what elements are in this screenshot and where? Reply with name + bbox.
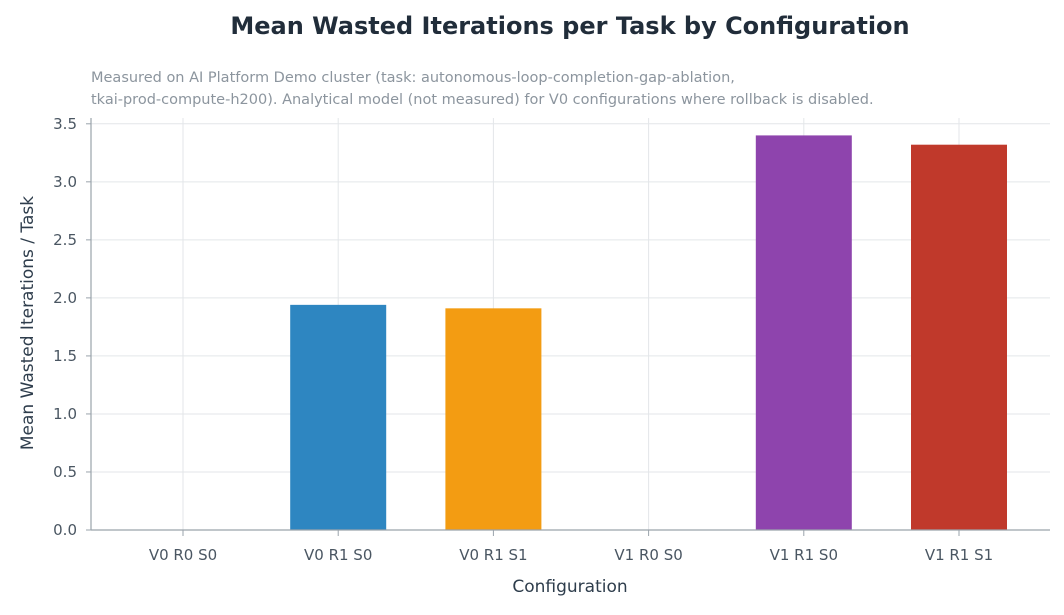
x-tick-label: V0 R1 S0 — [304, 546, 372, 564]
x-tick-label: V0 R1 S1 — [459, 546, 527, 564]
bars — [290, 135, 1007, 530]
bar-v1-r1-s1 — [911, 144, 1007, 530]
subtitle-line-2: tkai-prod-compute-h200). Analytical mode… — [91, 92, 874, 108]
y-tick-label: 1.5 — [53, 347, 77, 365]
y-tick-labels: 0.0 0.5 1.0 1.5 2.0 2.5 3.0 3.5 — [53, 115, 77, 539]
chart-title: Mean Wasted Iterations per Task by Confi… — [230, 12, 910, 40]
x-tick-label: V0 R0 S0 — [149, 546, 217, 564]
x-tick-label: V1 R1 S1 — [925, 546, 993, 564]
y-tick-label: 0.0 — [53, 521, 77, 539]
bar-v0-r1-s0 — [290, 304, 387, 530]
subtitle-line-1: Measured on AI Platform Demo cluster (ta… — [91, 70, 735, 86]
y-tick-label: 3.5 — [53, 115, 77, 133]
y-tick-label: 3.0 — [53, 173, 77, 191]
bar-v0-r1-s1 — [445, 308, 542, 530]
y-tick-label: 1.0 — [53, 405, 77, 423]
y-tick-label: 2.5 — [53, 231, 77, 249]
x-tick-labels: V0 R0 S0 V0 R1 S0 V0 R1 S1 V1 R0 S0 V1 R1 S0… — [149, 546, 993, 564]
chart-subtitle: Measured on AI Platform Demo cluster (ta… — [91, 67, 874, 111]
x-tick-label: V1 R1 S0 — [770, 546, 838, 564]
x-tick-label: V1 R0 S0 — [614, 546, 682, 564]
grid-lines — [91, 118, 1050, 531]
y-tick-label: 2.0 — [53, 289, 77, 307]
y-tick-label: 0.5 — [53, 463, 77, 481]
axes — [86, 118, 1050, 536]
x-axis-label: Configuration — [512, 577, 627, 597]
y-axis-label: Mean Wasted Iterations / Task — [18, 196, 38, 450]
bar-v1-r1-s0 — [755, 135, 852, 530]
